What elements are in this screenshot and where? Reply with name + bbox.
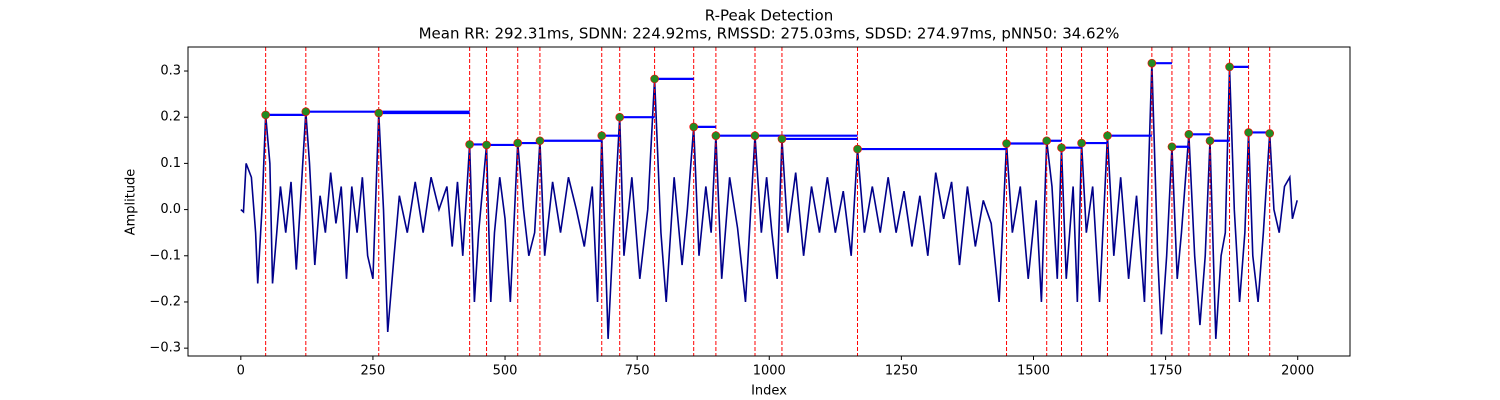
peak-marker <box>1042 136 1051 146</box>
peak-marker <box>1167 142 1177 152</box>
peak-marker <box>1002 139 1011 148</box>
x-tick-label: 500 <box>493 364 518 379</box>
chart-title: R-Peak Detection <box>705 7 833 25</box>
x-tick-label: 1250 <box>885 364 918 379</box>
y-tick-label: −0.1 <box>149 248 181 263</box>
plot-frame <box>187 46 1351 357</box>
peak-marker <box>597 131 607 140</box>
y-tick-label: −0.2 <box>149 294 181 309</box>
peak-marker <box>1057 143 1066 152</box>
peak-marker <box>1184 129 1194 139</box>
y-tick-label: 0.2 <box>160 110 181 125</box>
peak-marker <box>535 136 545 146</box>
x-tick-label: 750 <box>625 364 650 379</box>
peak-marker <box>301 107 311 116</box>
y-axis-label: Amplitude <box>124 169 139 236</box>
peak-marker <box>1205 136 1215 146</box>
peak-marker <box>1147 58 1157 68</box>
x-tick-label: 1000 <box>753 364 786 379</box>
x-axis-label: Index <box>751 384 787 399</box>
peak-marker <box>1265 129 1275 138</box>
y-tick-label: 0.3 <box>160 64 181 79</box>
y-tick-label: 0.1 <box>160 156 181 171</box>
chart-subtitle: Mean RR: 292.31ms, SDNN: 224.92ms, RMSSD… <box>419 25 1120 43</box>
x-tick-label: 250 <box>361 364 386 379</box>
peak-marker <box>513 138 523 148</box>
peak-marker <box>777 134 787 144</box>
peak-marker <box>615 112 625 122</box>
signal-line <box>240 63 1298 339</box>
peak-marker <box>1077 138 1086 148</box>
peak-marker <box>650 74 659 84</box>
y-tick-label: −0.3 <box>149 341 181 356</box>
peak-marker <box>689 122 698 132</box>
peak-marker <box>261 110 270 120</box>
x-tick-label: 0 <box>237 364 245 379</box>
y-tick-label: 0.0 <box>160 202 181 217</box>
peak-marker <box>1103 131 1112 140</box>
x-tick-label: 1750 <box>1149 364 1182 379</box>
peak-marker <box>374 108 384 118</box>
peak-marker <box>853 144 862 154</box>
peak-marker <box>482 140 491 150</box>
peak-marker <box>750 131 760 140</box>
peak-marker <box>711 131 721 140</box>
x-tick-label: 1500 <box>1017 364 1050 379</box>
x-tick-label: 2000 <box>1281 364 1314 379</box>
peak-marker <box>1244 128 1253 137</box>
peak-marker <box>1225 62 1234 72</box>
peak-marker <box>465 140 474 149</box>
